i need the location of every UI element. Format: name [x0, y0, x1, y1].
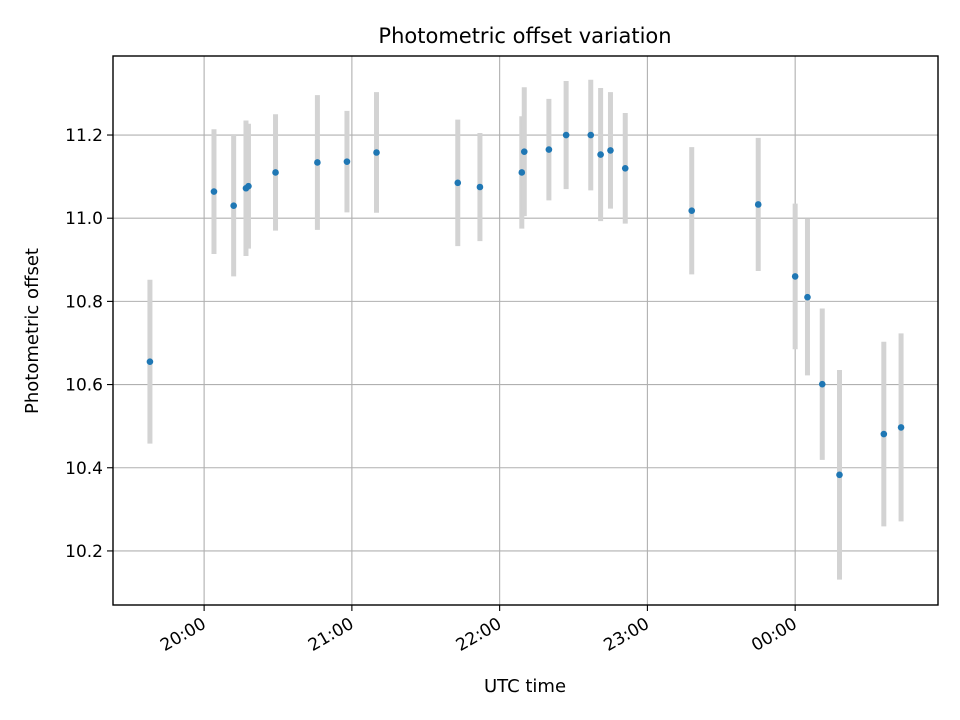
data-point: [230, 202, 237, 210]
data-point: [754, 201, 762, 208]
data-point: [621, 164, 629, 172]
y-tick-label: 11.2: [65, 126, 103, 146]
y-tick-label: 11.0: [65, 209, 103, 229]
x-axis: 20:00 21:00 22:00 23:00 00:00: [157, 605, 801, 656]
data-point: [454, 179, 462, 187]
data-point: [804, 293, 811, 301]
data-point: [245, 182, 252, 190]
data-point: [146, 358, 154, 365]
data-point: [518, 169, 526, 176]
data-point: [791, 273, 799, 280]
x-tick-label: 22:00: [453, 614, 505, 656]
data-point: [597, 151, 604, 158]
y-tick-label: 10.4: [65, 459, 103, 479]
data-point: [587, 131, 595, 139]
data-point: [545, 146, 553, 153]
x-tick-label: 23:00: [600, 614, 652, 656]
y-axis: 10.2 10.4 10.6 10.8 11.0 11.2: [65, 126, 113, 562]
x-tick-label: 21:00: [305, 614, 357, 656]
data-point: [880, 430, 888, 438]
plot-frame: [112, 55, 939, 606]
y-tick-label: 10.8: [65, 292, 103, 312]
data-point: [897, 424, 905, 431]
data-point: [210, 188, 218, 195]
data-point: [607, 147, 614, 154]
x-tick-label: 20:00: [157, 614, 209, 656]
data-point: [836, 471, 843, 479]
data-point: [476, 183, 484, 191]
data-point: [343, 158, 351, 165]
data-point: [520, 148, 528, 155]
data-point: [373, 149, 380, 156]
x-axis-label: UTC time: [484, 676, 566, 697]
data-point: [314, 159, 321, 166]
x-tick-label: 00:00: [748, 614, 800, 656]
data-point: [688, 207, 696, 215]
data-point: [272, 169, 279, 176]
data-point: [562, 131, 570, 139]
y-tick-label: 10.6: [65, 376, 103, 396]
data-points: [146, 131, 905, 479]
data-point: [818, 380, 826, 388]
chart-title: Photometric offset variation: [378, 24, 671, 48]
y-axis-label: Photometric offset: [22, 248, 43, 414]
y-tick-label: 10.2: [65, 542, 103, 562]
